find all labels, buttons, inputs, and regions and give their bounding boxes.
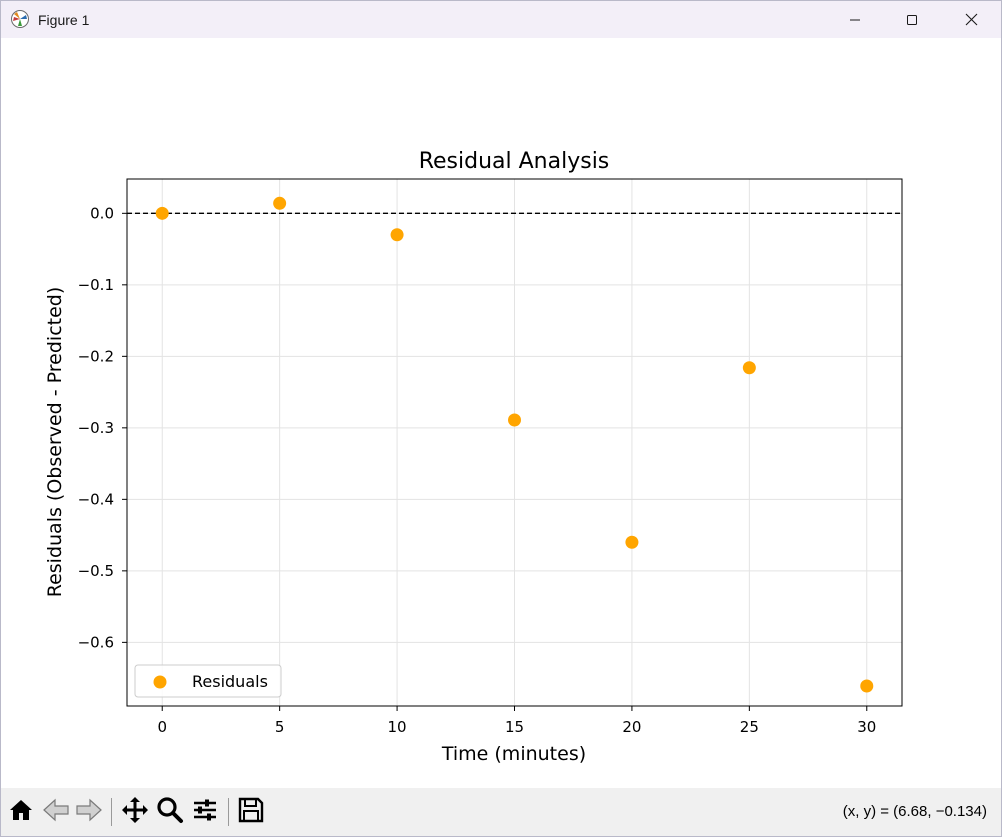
save-icon: [237, 796, 265, 828]
close-icon: [965, 13, 978, 26]
x-tick-label: 15: [505, 718, 524, 736]
x-axis-label: Time (minutes): [441, 743, 586, 765]
navigation-toolbar: (x, y) = (6.68, −0.134): [1, 788, 1001, 836]
x-tick-label: 5: [275, 718, 285, 736]
maximize-button[interactable]: [883, 1, 941, 38]
data-point: [273, 196, 287, 210]
chart-title: Residual Analysis: [419, 149, 610, 174]
x-tick-label: 10: [388, 718, 407, 736]
configure-subplots-button[interactable]: [189, 796, 221, 828]
matplotlib-icon: [10, 9, 30, 29]
minimize-button[interactable]: [826, 1, 884, 38]
grid-lines: [127, 179, 902, 706]
forward-button[interactable]: [73, 796, 105, 828]
zoom-icon: [156, 796, 184, 828]
cursor-coordinates: (x, y) = (6.68, −0.134): [842, 803, 987, 820]
home-button[interactable]: [5, 796, 37, 828]
x-tick-label: 30: [857, 718, 876, 736]
maximize-icon: [906, 14, 918, 26]
back-button[interactable]: [40, 796, 72, 828]
plot-canvas[interactable]: 0 5 10 15 20 25 30 0.0 −0.1 −0.2 −0.3 −0.4 −0.5 −0.6 …: [1, 38, 1001, 788]
residual-chart: 0 5 10 15 20 25 300.0−0.1−0.2−0.3−0.4−0.5−0.6 …: [44, 149, 903, 765]
title-bar[interactable]: Figure 1: [1, 1, 1001, 38]
legend-box: [134, 664, 282, 698]
axis-ticks: 0 5 10 15 20 25 30 0.0 −0.1 −0.2 −0.3 −0.4 −0.5 −0.6: [78, 204, 877, 736]
y-tick-label: −0.6: [78, 633, 114, 651]
save-button[interactable]: [235, 796, 267, 828]
y-axis-label: Residuals (Observed - Predicted): [44, 287, 66, 598]
data-point: [860, 679, 874, 693]
back-icon: [42, 797, 70, 827]
legend-marker: [153, 675, 167, 689]
y-tick-label: −0.4: [78, 490, 114, 508]
forward-icon: [75, 797, 103, 827]
toolbar-separator: [111, 798, 112, 826]
data-point: [508, 413, 521, 427]
data-point: [742, 361, 756, 375]
x-tick-label: 20: [622, 718, 641, 736]
data-point: [625, 535, 639, 549]
y-tick-label: −0.2: [78, 347, 114, 365]
data-point: [390, 228, 404, 242]
configure-subplots-icon: [191, 796, 219, 828]
pan-icon: [121, 796, 149, 828]
zoom-button[interactable]: [154, 796, 186, 828]
x-tick-label: 0: [157, 718, 167, 736]
y-tick-label: −0.1: [78, 276, 114, 294]
minimize-icon: [849, 14, 861, 26]
data-points: [155, 196, 874, 693]
legend-label: Residuals: [192, 672, 268, 691]
window-title: Figure 1: [38, 12, 90, 28]
home-icon: [8, 797, 34, 827]
y-tick-label: −0.3: [78, 419, 114, 437]
y-tick-label: 0.0: [90, 204, 114, 222]
pan-button[interactable]: [119, 796, 151, 828]
legend: Residuals: [134, 664, 282, 698]
data-point: [155, 206, 169, 220]
close-button[interactable]: [942, 1, 1000, 38]
toolbar-separator: [228, 798, 229, 826]
y-tick-label: −0.5: [78, 562, 114, 580]
x-tick-label: 25: [740, 718, 759, 736]
